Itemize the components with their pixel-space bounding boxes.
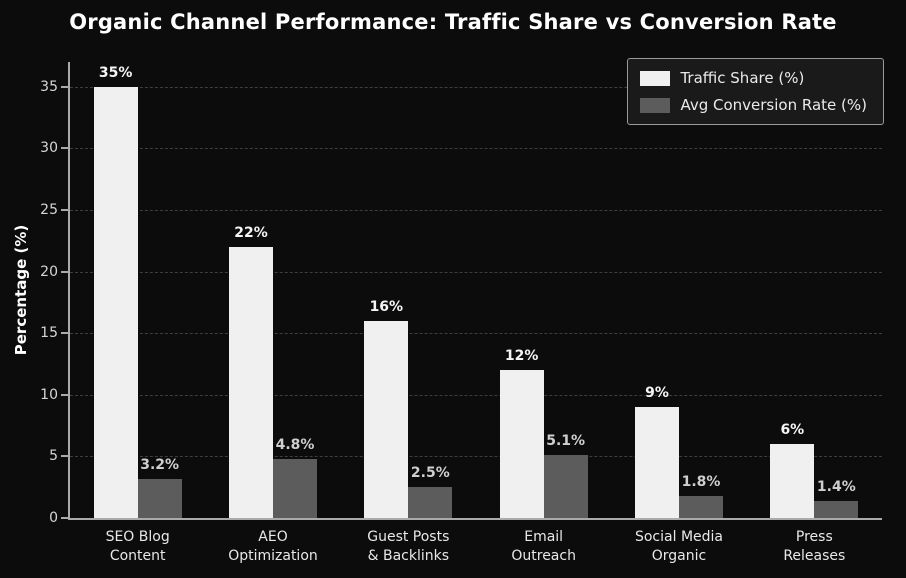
y-tick-label: 30 bbox=[40, 140, 58, 157]
legend-label: Traffic Share (%) bbox=[680, 69, 805, 87]
avg-conversion-rate-bar: 3.2% bbox=[137, 457, 182, 518]
gridline bbox=[70, 271, 882, 273]
avg-conversion-rate-bar: 4.8% bbox=[273, 437, 317, 518]
x-category-label: Social Media Organic bbox=[634, 529, 723, 564]
y-tick-mark bbox=[61, 455, 68, 458]
y-tick-mark bbox=[61, 85, 68, 88]
x-category-label: Press Releases bbox=[783, 529, 846, 564]
plot-area: 0 5 10 15 20 25 30 35 35% 3.2% SEO Blog Content 22%… bbox=[40, 62, 882, 564]
traffic-share-bar: 22% bbox=[229, 225, 273, 518]
traffic-share-bar: 9% bbox=[635, 385, 679, 518]
gridline bbox=[70, 209, 882, 211]
traffic-share-bar: 35% bbox=[93, 65, 138, 518]
legend-swatch bbox=[640, 97, 671, 113]
legend-item: Traffic Share (%) bbox=[640, 69, 867, 87]
y-tick-label: 25 bbox=[40, 201, 58, 218]
legend-item: Avg Conversion Rate (%) bbox=[640, 96, 867, 114]
avg-conversion-rate-bar: 5.1% bbox=[543, 433, 588, 518]
y-tick-mark bbox=[61, 270, 68, 273]
bar-value-label: 4.8% bbox=[275, 436, 315, 453]
bar-value-label: 6% bbox=[780, 422, 805, 439]
y-tick-label: 15 bbox=[40, 325, 58, 342]
avg-conversion-rate-bar: 1.4% bbox=[814, 479, 859, 518]
y-tick-mark bbox=[61, 208, 68, 211]
chart-title: Organic Channel Performance: Traffic Sha… bbox=[69, 10, 837, 34]
bar-value-label: 9% bbox=[645, 385, 669, 402]
legend: Traffic Share (%) Avg Conversion Rate (%) bbox=[627, 58, 884, 125]
bar-value-label: 16% bbox=[369, 298, 404, 315]
bar-value-label: 1.8% bbox=[681, 473, 721, 490]
legend-label: Avg Conversion Rate (%) bbox=[680, 96, 867, 114]
x-category-label: Email Outreach bbox=[511, 529, 576, 564]
y-tick-mark bbox=[61, 517, 68, 519]
bar-value-label: 12% bbox=[504, 348, 539, 365]
traffic-share-bar: 6% bbox=[770, 422, 815, 518]
bar-value-label: 2.5% bbox=[410, 465, 450, 482]
y-tick-label: 0 bbox=[49, 510, 58, 526]
bar-value-label: 22% bbox=[234, 224, 268, 241]
gridline bbox=[70, 333, 882, 335]
gridline bbox=[70, 148, 882, 150]
traffic-share-bar: 12% bbox=[499, 348, 544, 518]
avg-conversion-rate-bar: 2.5% bbox=[408, 465, 453, 518]
y-tick-label: 5 bbox=[49, 448, 58, 465]
legend-swatch bbox=[640, 70, 671, 86]
y-tick-mark bbox=[61, 332, 68, 335]
y-tick-label: 35 bbox=[40, 78, 58, 95]
y-tick-mark bbox=[61, 147, 68, 150]
gridline bbox=[70, 86, 882, 88]
bar-value-label: 35% bbox=[98, 64, 133, 81]
x-category-label: SEO Blog Content bbox=[105, 529, 170, 564]
bar-value-label: 5.1% bbox=[546, 433, 586, 450]
y-tick-mark bbox=[61, 393, 68, 396]
x-category-label: AEO Optimization bbox=[228, 529, 318, 564]
y-tick-label: 20 bbox=[40, 263, 58, 280]
bar-value-label: 3.2% bbox=[140, 456, 180, 473]
x-category-label: Guest Posts & Backlinks bbox=[367, 529, 450, 564]
gridline bbox=[70, 394, 882, 396]
traffic-share-bar: 16% bbox=[364, 299, 409, 518]
gridline bbox=[70, 456, 882, 458]
bar-value-label: 1.4% bbox=[816, 478, 856, 495]
avg-conversion-rate-bar: 1.8% bbox=[679, 474, 723, 518]
y-tick-label: 10 bbox=[40, 386, 58, 403]
